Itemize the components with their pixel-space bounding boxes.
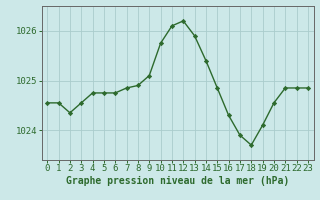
X-axis label: Graphe pression niveau de la mer (hPa): Graphe pression niveau de la mer (hPa) (66, 176, 289, 186)
